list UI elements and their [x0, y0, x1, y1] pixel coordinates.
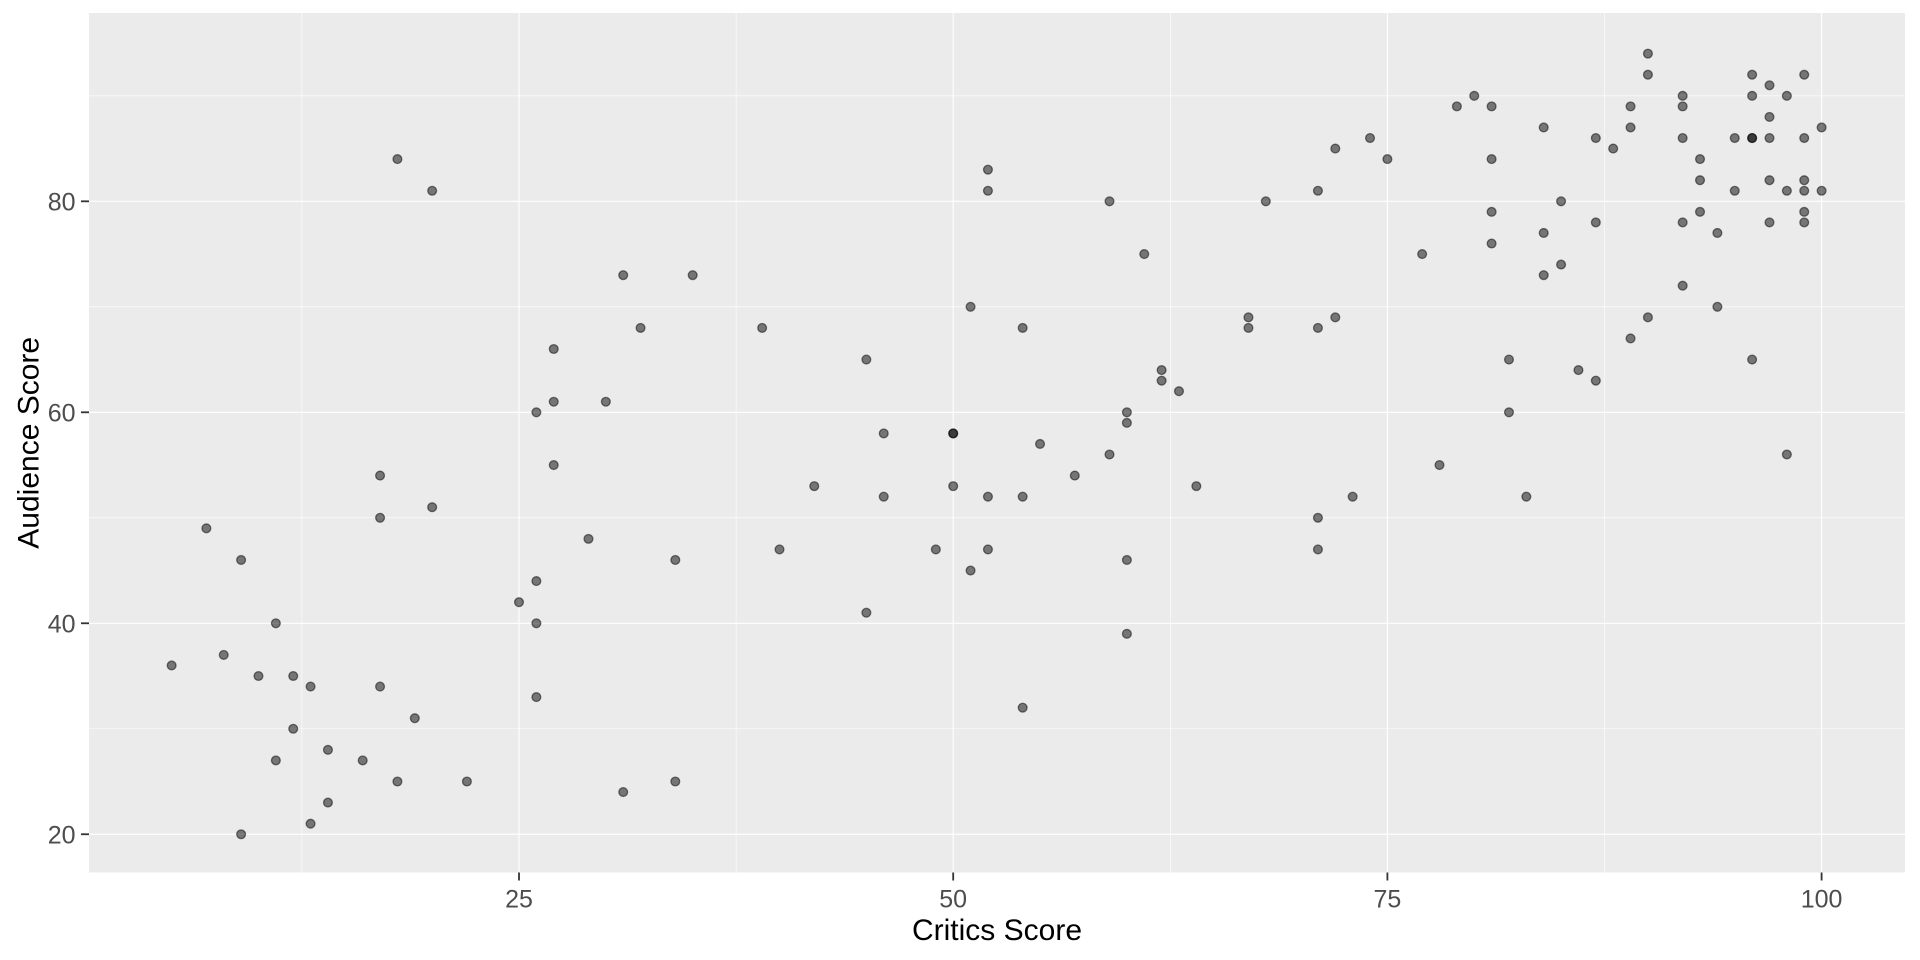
svg-text:40: 40: [48, 610, 76, 638]
svg-text:80: 80: [48, 188, 76, 216]
svg-text:75: 75: [1373, 886, 1401, 914]
svg-text:50: 50: [939, 886, 967, 914]
svg-text:Audience Score: Audience Score: [13, 337, 46, 549]
svg-text:25: 25: [505, 886, 533, 914]
svg-text:Critics Score: Critics Score: [912, 914, 1082, 947]
svg-text:60: 60: [48, 399, 76, 427]
svg-text:100: 100: [1801, 886, 1843, 914]
svg-text:20: 20: [48, 821, 76, 849]
